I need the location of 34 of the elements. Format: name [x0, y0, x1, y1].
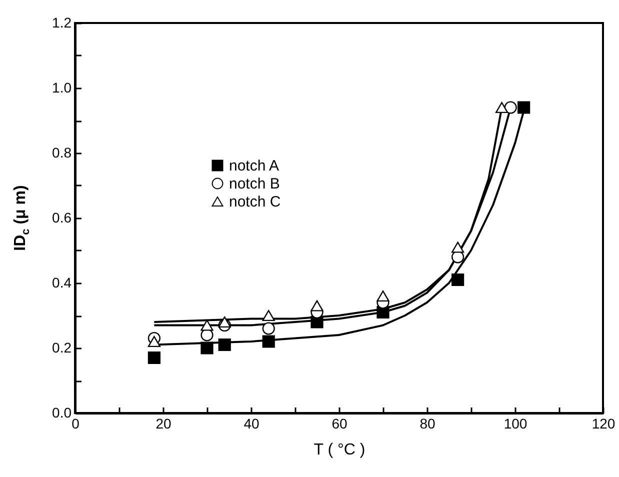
x-tick-label: 80 [420, 416, 436, 432]
x-tick-label: 100 [504, 416, 528, 432]
point [262, 335, 275, 348]
point [218, 338, 231, 352]
point [504, 101, 517, 114]
point [310, 300, 324, 312]
y-tick-label: 1.2 [52, 14, 72, 30]
point [496, 102, 508, 114]
point [518, 101, 530, 114]
point [452, 273, 464, 286]
legend-label: notch C [229, 194, 281, 210]
legend-label: notch A [229, 158, 280, 174]
x-tick-label: 60 [332, 416, 348, 432]
x-axis-title: T ( °C ) [314, 442, 366, 458]
y-tick-label: 1.0 [52, 80, 72, 96]
point [262, 322, 275, 335]
y-tick-label: 0.6 [52, 210, 72, 226]
point [200, 320, 214, 331]
y-tick-label: 0.8 [52, 144, 72, 160]
y-tick-label: 0.4 [52, 274, 72, 290]
point [218, 316, 231, 328]
legend-label: notch B [229, 176, 280, 192]
x-tick-label: 120 [592, 416, 616, 432]
y-tick-label: 0.0 [52, 404, 72, 420]
point [452, 242, 464, 253]
point [376, 290, 390, 302]
x-tick-label: 20 [156, 416, 172, 432]
x-tick-label: 40 [244, 416, 260, 432]
point [148, 351, 160, 364]
point [200, 342, 214, 354]
y-tick-label: 0.2 [52, 340, 72, 356]
point [262, 310, 275, 322]
point [148, 336, 160, 348]
x-tick-label: 0 [72, 416, 80, 432]
